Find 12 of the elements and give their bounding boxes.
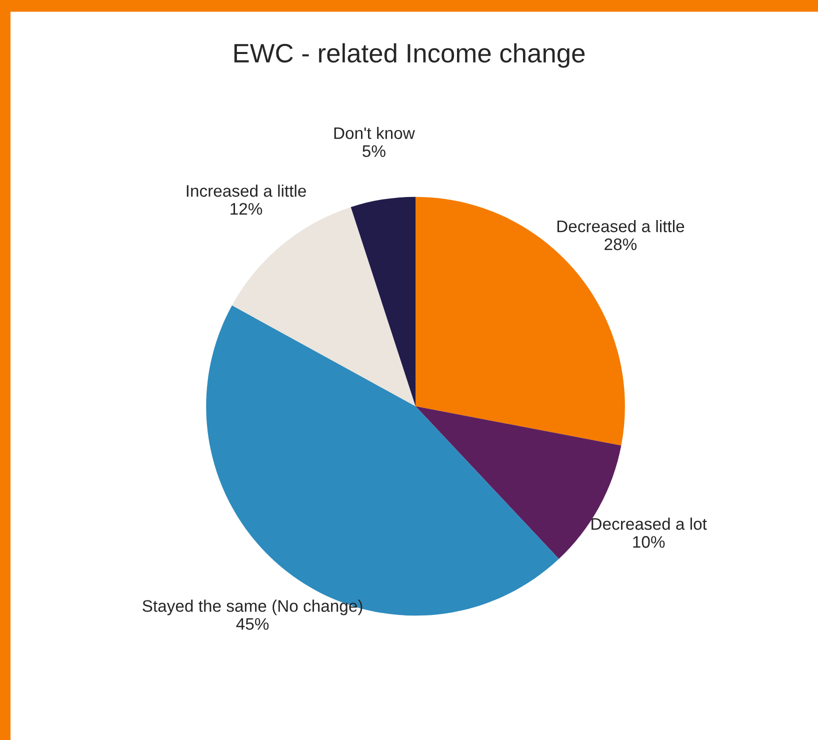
- data-label: 12%: [230, 202, 262, 215]
- data-label: 28%: [604, 238, 637, 250]
- data-label: 5%: [362, 145, 386, 158]
- slice-label: Increased a little: [186, 184, 306, 197]
- data-label: 10%: [633, 536, 665, 548]
- slice-label: Decreased a lot: [592, 518, 707, 530]
- chart-title: EWC - related Income change: [234, 43, 585, 68]
- slice-label: Stayed the same (No change): [142, 600, 362, 616]
- slice-label: Decreased a little: [557, 220, 684, 232]
- data-label: 45%: [236, 618, 269, 630]
- slice-label: Don't know: [334, 126, 415, 140]
- pie-slice: [350, 196, 416, 406]
